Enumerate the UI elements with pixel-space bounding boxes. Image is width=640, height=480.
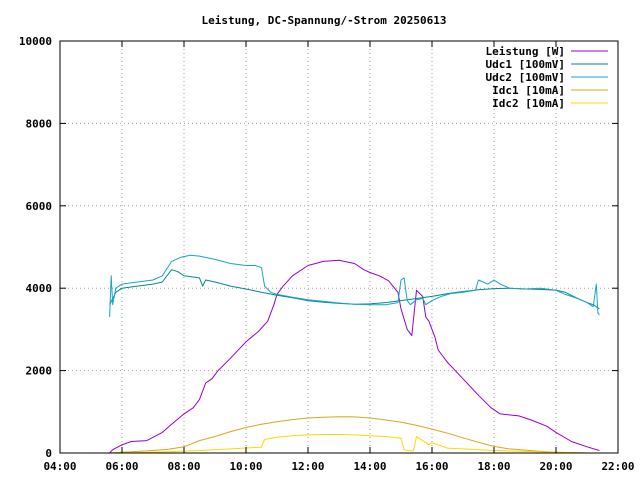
series-line-3 bbox=[109, 254, 600, 318]
x-tick-label: 04:00 bbox=[43, 460, 76, 473]
y-tick-label: 2000 bbox=[26, 365, 53, 378]
x-tick-label: 18:00 bbox=[477, 460, 510, 473]
y-tick-label: 4000 bbox=[26, 282, 53, 295]
y-tick-label: 10000 bbox=[19, 35, 52, 48]
legend-label: Leistung [W] bbox=[486, 45, 565, 58]
series-line-1 bbox=[109, 259, 600, 454]
series-line-4 bbox=[109, 416, 588, 454]
legend-label: Idc2 [10mA] bbox=[492, 97, 565, 110]
legend: Leistung [W]Udc1 [100mV]Udc2 [100mV]Idc1… bbox=[486, 45, 608, 110]
grid bbox=[60, 41, 618, 453]
x-tick-label: 08:00 bbox=[167, 460, 200, 473]
plot-frame bbox=[59, 40, 619, 454]
x-tick-label: 20:00 bbox=[539, 460, 572, 473]
x-tick-label: 14:00 bbox=[353, 460, 386, 473]
legend-label: Udc1 [100mV] bbox=[486, 58, 565, 71]
x-tick-label: 22:00 bbox=[601, 460, 634, 473]
y-tick-label: 6000 bbox=[26, 200, 53, 213]
x-tick-label: 10:00 bbox=[229, 460, 262, 473]
legend-label: Idc1 [10mA] bbox=[492, 84, 565, 97]
axis-ticks: 04:00 06:00 08:00 10:00 12:00 14:00 16:00 18:00… bbox=[19, 35, 635, 473]
x-tick-label: 12:00 bbox=[291, 460, 324, 473]
legend-label: Udc2 [100mV] bbox=[486, 71, 565, 84]
series-line-2 bbox=[109, 269, 600, 310]
y-tick-label: 8000 bbox=[26, 117, 53, 130]
series-line-5 bbox=[109, 434, 588, 454]
chart-title: Leistung, DC-Spannung/-Strom 20250613 bbox=[201, 14, 446, 27]
y-tick-label: 0 bbox=[45, 447, 52, 460]
plot-series bbox=[109, 254, 600, 454]
x-tick-label: 16:00 bbox=[415, 460, 448, 473]
x-tick-label: 06:00 bbox=[105, 460, 138, 473]
